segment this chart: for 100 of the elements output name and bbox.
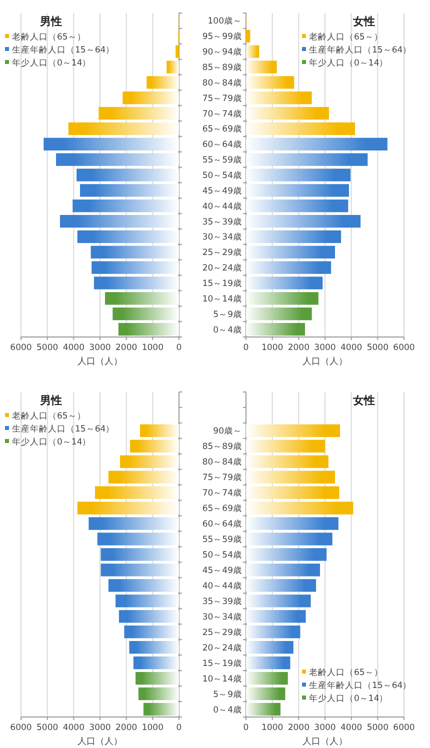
y-tick-label: 85～89歳 bbox=[202, 62, 242, 73]
bar bbox=[246, 45, 260, 58]
bar bbox=[116, 594, 179, 608]
bar bbox=[246, 532, 332, 546]
y-tick-label: 10～14歳 bbox=[202, 673, 242, 684]
bar bbox=[246, 687, 286, 700]
chart-title: 女性 bbox=[352, 394, 375, 407]
y-tick-label: 10～14歳 bbox=[202, 293, 242, 304]
x-tick-label: 6000 bbox=[10, 343, 32, 353]
y-tick-label: 45～49歳 bbox=[202, 564, 242, 576]
bar bbox=[80, 184, 179, 197]
x-tick-label: 3000 bbox=[314, 723, 336, 733]
bar bbox=[108, 579, 179, 592]
y-tick-label: 5～9歳 bbox=[213, 688, 242, 700]
bar bbox=[122, 92, 179, 104]
bar bbox=[108, 470, 179, 484]
y-tick-label: 65～69歳 bbox=[202, 503, 242, 514]
bar bbox=[246, 184, 349, 197]
bar bbox=[246, 60, 277, 74]
x-tick-label: 1000 bbox=[262, 723, 284, 733]
chart-title: 男性 bbox=[39, 394, 62, 407]
bar bbox=[77, 230, 179, 244]
bar bbox=[176, 45, 179, 58]
y-tick-label: 65～69歳 bbox=[202, 124, 242, 135]
bar bbox=[246, 168, 351, 182]
y-tick-label: 25～29歳 bbox=[202, 626, 242, 638]
bar bbox=[246, 122, 356, 136]
bar bbox=[246, 261, 332, 274]
legend-label: 老齢人口（65～） bbox=[12, 32, 86, 42]
bar bbox=[105, 292, 179, 305]
bar bbox=[94, 486, 179, 499]
bar bbox=[90, 246, 179, 258]
y-tick-label: 30～34歳 bbox=[202, 232, 242, 243]
legend-label: 生産年齢人口（15～64） bbox=[12, 424, 115, 434]
bar bbox=[246, 292, 318, 305]
bar bbox=[246, 440, 325, 453]
bar bbox=[146, 76, 179, 89]
bar bbox=[246, 702, 280, 716]
bar bbox=[246, 214, 361, 228]
x-axis-title: 人口（人） bbox=[302, 356, 348, 367]
bar bbox=[246, 548, 327, 561]
bar bbox=[246, 322, 305, 336]
legend-label: 老齢人口（65～） bbox=[309, 32, 383, 42]
x-axis-title: 人口（人） bbox=[78, 736, 122, 747]
bar bbox=[246, 610, 306, 623]
bar bbox=[246, 230, 342, 244]
x-tick-label: 2000 bbox=[288, 723, 310, 733]
x-axis-title: 人口（人） bbox=[78, 356, 122, 367]
bar bbox=[136, 672, 179, 685]
bar bbox=[246, 641, 294, 654]
bar bbox=[88, 517, 179, 530]
bar bbox=[246, 153, 368, 166]
x-tick-label: 4000 bbox=[62, 723, 84, 733]
x-tick-label: 3000 bbox=[314, 343, 336, 353]
y-tick-label: 100歳～ bbox=[208, 16, 242, 27]
bar bbox=[133, 656, 179, 670]
x-tick-label: 0 bbox=[176, 343, 182, 353]
chart-title: 女性 bbox=[352, 15, 375, 28]
y-tick-label: 75～79歳 bbox=[202, 92, 242, 104]
bar bbox=[246, 30, 250, 42]
bar bbox=[246, 626, 300, 638]
bar bbox=[246, 579, 316, 592]
bar bbox=[246, 656, 290, 670]
y-tick-label: 75～79歳 bbox=[202, 472, 242, 484]
bar bbox=[60, 214, 179, 228]
bar bbox=[246, 424, 340, 438]
bar bbox=[246, 246, 336, 258]
y-tick-label: 25～29歳 bbox=[202, 247, 242, 258]
chart-title: 男性 bbox=[39, 15, 62, 28]
x-tick-label: 5000 bbox=[36, 343, 58, 353]
bar bbox=[120, 455, 179, 468]
bar bbox=[98, 106, 179, 120]
x-tick-label: 5000 bbox=[366, 343, 388, 353]
bar bbox=[140, 424, 179, 438]
x-tick-label: 3000 bbox=[89, 343, 111, 353]
bar bbox=[92, 261, 179, 274]
bar bbox=[246, 594, 311, 608]
legend-label: 老齢人口（65～） bbox=[12, 410, 86, 422]
bar bbox=[76, 168, 179, 182]
x-tick-label: 6000 bbox=[10, 723, 32, 733]
y-tick-label: 90～94歳 bbox=[202, 46, 242, 58]
y-tick-label: 70～74歳 bbox=[202, 108, 242, 120]
legend-label: 生産年齢人口（15～64） bbox=[309, 680, 412, 692]
y-tick-label: 35～39歳 bbox=[202, 596, 242, 607]
bar bbox=[246, 76, 294, 89]
y-tick-label: 40～44歳 bbox=[202, 580, 242, 592]
bar bbox=[246, 92, 312, 104]
bar bbox=[118, 322, 179, 336]
x-tick-label: 5000 bbox=[36, 723, 58, 733]
y-tick-label: 55～59歳 bbox=[202, 534, 242, 546]
x-tick-label: 2000 bbox=[288, 343, 310, 353]
legend-label: 老齢人口（65～） bbox=[309, 667, 383, 678]
x-tick-label: 2000 bbox=[116, 343, 138, 353]
bar bbox=[100, 564, 179, 576]
bar bbox=[246, 308, 312, 320]
bar bbox=[124, 626, 179, 638]
y-tick-label: 80～84歳 bbox=[202, 456, 242, 468]
bar bbox=[246, 517, 338, 530]
bar bbox=[56, 153, 179, 166]
y-tick-label: 5～9歳 bbox=[213, 308, 242, 320]
